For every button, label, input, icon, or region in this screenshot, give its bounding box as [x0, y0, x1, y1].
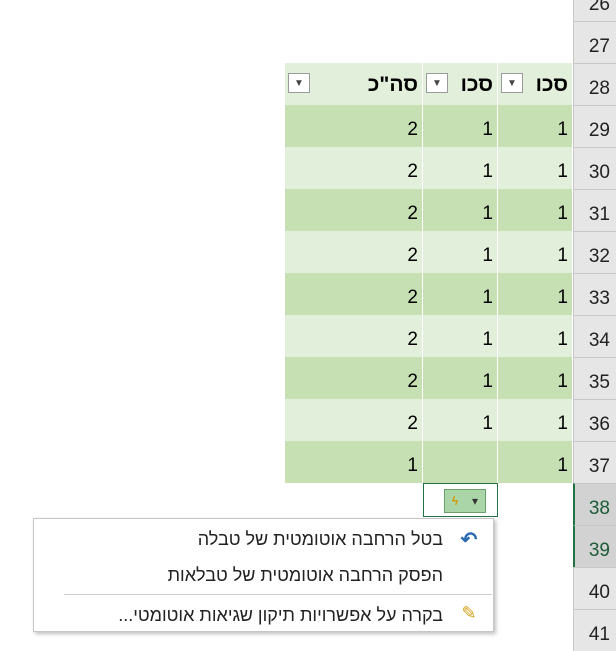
autocorrect-icon: ϟ ▾	[444, 489, 486, 513]
cell[interactable]	[423, 441, 498, 483]
cell[interactable]: 1	[423, 147, 498, 189]
cell[interactable]: 1	[498, 147, 573, 189]
menu-icon: ✎	[461, 603, 477, 623]
cell[interactable]: 1	[498, 231, 573, 273]
cell[interactable]: 1	[423, 231, 498, 273]
row-header[interactable]: 27	[573, 21, 616, 63]
cell[interactable]: 1	[423, 315, 498, 357]
cell[interactable]: 2	[285, 399, 423, 441]
cell[interactable]: 1	[498, 105, 573, 147]
row-header[interactable]: 37	[573, 441, 616, 483]
cell[interactable]: 1	[285, 441, 423, 483]
row-header[interactable]: 41	[573, 609, 616, 651]
menu-separator	[64, 594, 492, 595]
filter-button[interactable]: ▼	[288, 73, 310, 93]
header-text: סה"כ	[367, 73, 418, 96]
row-header[interactable]: 33	[573, 273, 616, 315]
cell[interactable]: 2	[285, 105, 423, 147]
cell[interactable]: 1	[423, 105, 498, 147]
menu-text: הפסק הרחבה אוטומטית של טבלאות	[167, 564, 443, 585]
row-header[interactable]: 36	[573, 399, 616, 441]
filter-button[interactable]: ▼	[426, 73, 448, 93]
row-header[interactable]: 34	[573, 315, 616, 357]
filter-button[interactable]: ▼	[501, 73, 523, 93]
cell[interactable]: 1	[498, 315, 573, 357]
header-text: סכו	[535, 73, 568, 96]
menu-item[interactable]: ↶ בטל הרחבה אוטומטית של טבלה	[34, 521, 493, 557]
row-header[interactable]: 40	[573, 567, 616, 609]
menu-icon: ↶	[460, 529, 478, 551]
row-header[interactable]: 29	[573, 105, 616, 147]
cell[interactable]: 2	[285, 315, 423, 357]
row-header[interactable]: 31	[573, 189, 616, 231]
cell[interactable]: 1	[498, 273, 573, 315]
menu-item[interactable]: הפסק הרחבה אוטומטית של טבלאות	[34, 557, 493, 593]
cell[interactable]: 2	[285, 189, 423, 231]
menu-text: בטל הרחבה אוטומטית של טבלה	[197, 528, 443, 549]
cell[interactable]: 1	[423, 357, 498, 399]
cell[interactable]: 2	[285, 273, 423, 315]
context-menu: ↶ בטל הרחבה אוטומטית של טבלה הפסק הרחבה או…	[33, 518, 494, 632]
row-header[interactable]: 28	[573, 63, 616, 105]
cell[interactable]: 1	[423, 399, 498, 441]
menu-text: בקרה על אפשרויות תיקון שגיאות אוטומטי...	[118, 604, 443, 625]
cell[interactable]: 1	[423, 273, 498, 315]
cell[interactable]: 1	[498, 189, 573, 231]
cell[interactable]: 1	[498, 357, 573, 399]
row-header[interactable]: 35	[573, 357, 616, 399]
cell[interactable]: 2	[285, 231, 423, 273]
row-header[interactable]: 32	[573, 231, 616, 273]
row-header[interactable]: 30	[573, 147, 616, 189]
autocorrect-button[interactable]: ϟ ▾	[423, 483, 498, 517]
row-header[interactable]: 38	[573, 483, 616, 525]
cell[interactable]: 1	[498, 441, 573, 483]
header-text: סכו	[460, 73, 493, 96]
cell[interactable]: 1	[498, 399, 573, 441]
cell[interactable]: 2	[285, 357, 423, 399]
row-header[interactable]: 26	[573, 0, 616, 21]
header-cell: סה"כ	[285, 63, 423, 105]
row-header[interactable]: 39	[573, 525, 616, 567]
cell[interactable]: 2	[285, 147, 423, 189]
menu-item[interactable]: ✎ בקרה על אפשרויות תיקון שגיאות אוטומטי..…	[34, 597, 493, 633]
header-cell: סכו	[423, 63, 498, 105]
cell[interactable]: 1	[423, 189, 498, 231]
